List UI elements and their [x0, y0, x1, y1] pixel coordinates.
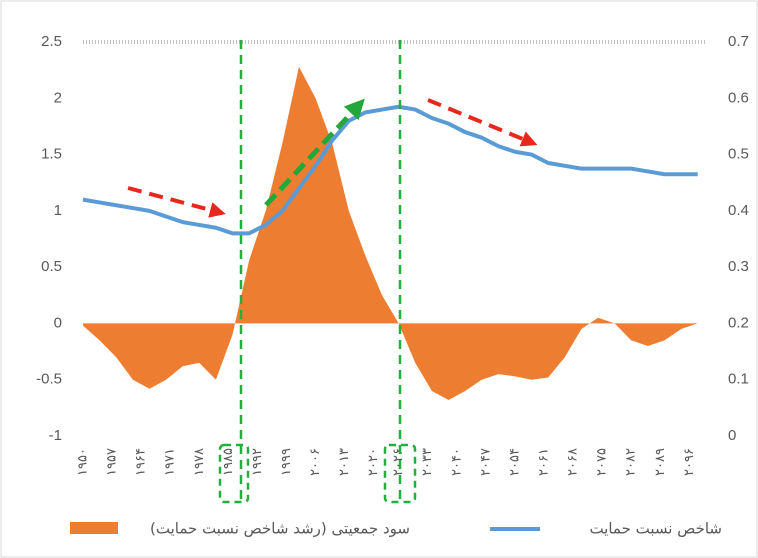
- y2-tick-label: 0.5: [728, 146, 749, 163]
- x-tick-label: ۲۰۳۳: [420, 448, 435, 476]
- x-tick-label: ۱۹۹۲: [250, 448, 265, 476]
- y2-tick-label: 0.3: [728, 258, 749, 275]
- y-tick-label: 1: [54, 202, 62, 219]
- highlight-box: [218, 443, 250, 504]
- x-tick-label: ۱۹۶۴: [134, 448, 149, 476]
- y2-tick-label: 0: [728, 427, 736, 444]
- x-tick-label: ۲۰۸۲: [624, 448, 639, 476]
- trend-arrow: [127, 186, 226, 218]
- x-tick-label: ۲۰۴۷: [478, 448, 493, 476]
- y2-tick-label: 0.7: [728, 33, 749, 50]
- y2-tick-label: 0.1: [728, 371, 749, 388]
- x-tick-label: ۱۹۸۵: [221, 448, 236, 476]
- legend-label: سود جمعیتی (رشد شاخص نسبت حمایت): [150, 520, 410, 538]
- highlight-box: [383, 443, 417, 504]
- x-tick-label: ۲۰۹۶: [682, 448, 697, 476]
- legend: سود جمعیتی (رشد شاخص نسبت حمایت) شاخص نس…: [70, 520, 722, 538]
- y-tick-label: 0: [54, 314, 62, 331]
- y-tick-label: 2.5: [41, 33, 62, 50]
- x-tick-label: ۲۰۴۰: [449, 448, 464, 476]
- trend-arrow: [427, 98, 538, 147]
- area: [83, 66, 698, 400]
- y2-tick-label: 0.4: [728, 202, 749, 219]
- y-tick-label: -0.5: [36, 371, 62, 388]
- y-tick-label: 0.5: [41, 258, 62, 275]
- x-tick-label: ۲۰۵۴: [507, 448, 522, 476]
- x-tick-label: ۲۰۶۸: [566, 448, 581, 476]
- y-tick-label: 2: [54, 89, 62, 106]
- x-tick-label: ۲۰۲۰: [366, 448, 381, 476]
- y-tick-label: -1: [49, 427, 62, 444]
- legend-label: شاخص نسبت حمایت: [589, 520, 722, 538]
- x-tick-label: ۲۰۲۶: [391, 448, 406, 476]
- x-tick-label: ۱۹۹۹: [279, 448, 294, 476]
- trend-arrow: [264, 98, 365, 207]
- x-tick-label: ۱۹۵۰: [76, 448, 91, 476]
- legend-swatch: [70, 522, 118, 534]
- x-tick-label: ۱۹۵۷: [105, 448, 120, 476]
- x-tick-label: ۲۰۱۳: [337, 448, 352, 476]
- line: [82, 104, 698, 236]
- x-tick-label: ۲۰۷۵: [595, 448, 610, 476]
- x-tick-label: ۱۹۷۱: [163, 448, 178, 476]
- y-tick-label: 1.5: [41, 146, 62, 163]
- annotations: [127, 40, 538, 504]
- x-tick-label: ۲۰۰۶: [308, 448, 323, 476]
- x-tick-label: ۲۰۶۱: [537, 448, 552, 476]
- x-tick-label: ۱۹۷۸: [192, 448, 207, 476]
- x-tick-label: ۲۰۸۹: [653, 448, 668, 476]
- y2-tick-label: 0.6: [728, 89, 749, 106]
- y2-tick-label: 0.2: [728, 314, 749, 331]
